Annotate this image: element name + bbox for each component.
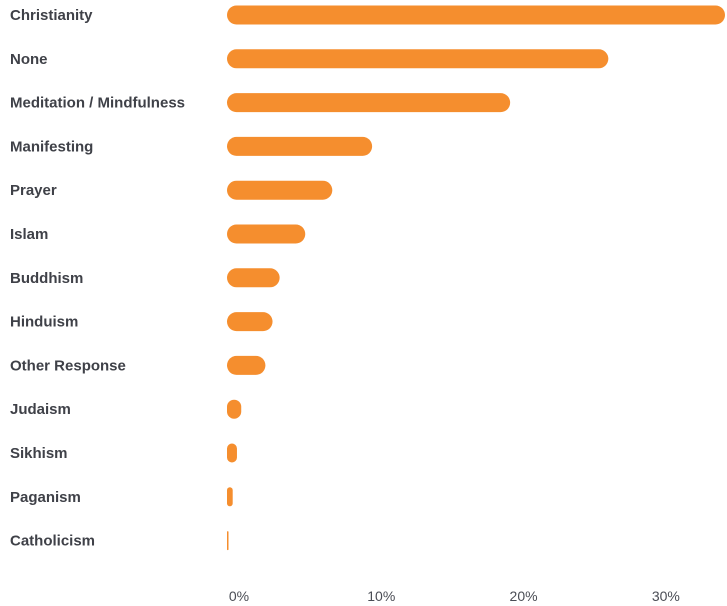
bar — [227, 224, 306, 244]
x-tick-label: 20% — [510, 588, 538, 604]
bar — [227, 487, 233, 507]
category-label: Islam — [10, 226, 48, 243]
category-labels: Christianity None Meditation / Mindfulness… — [10, 7, 185, 550]
bar — [227, 443, 237, 463]
x-tick-label: 30% — [652, 588, 680, 604]
bar — [227, 268, 280, 288]
category-label: Hinduism — [10, 314, 78, 331]
category-label: Judaism — [10, 401, 71, 418]
x-tick-label: 0% — [229, 588, 249, 604]
x-axis-tick-labels: 0% 10% 20% 30% — [229, 588, 680, 604]
bar — [227, 399, 242, 419]
category-label: Other Response — [10, 357, 126, 374]
category-label: Prayer — [10, 182, 57, 199]
bars — [227, 5, 725, 551]
category-label: Paganism — [10, 489, 81, 506]
category-label: None — [10, 51, 48, 68]
category-label: Meditation / Mindfulness — [10, 95, 185, 112]
bar — [227, 312, 273, 332]
category-label: Manifesting — [10, 138, 93, 155]
bar — [227, 136, 373, 156]
bar — [227, 49, 609, 69]
bar — [227, 180, 333, 200]
bar — [227, 93, 511, 113]
category-label: Catholicism — [10, 533, 95, 550]
bar — [227, 531, 229, 551]
x-tick-label: 10% — [367, 588, 395, 604]
category-label: Buddhism — [10, 270, 83, 287]
category-label: Sikhism — [10, 445, 68, 462]
category-label: Christianity — [10, 7, 93, 24]
bar — [227, 355, 266, 375]
bar — [227, 5, 725, 25]
